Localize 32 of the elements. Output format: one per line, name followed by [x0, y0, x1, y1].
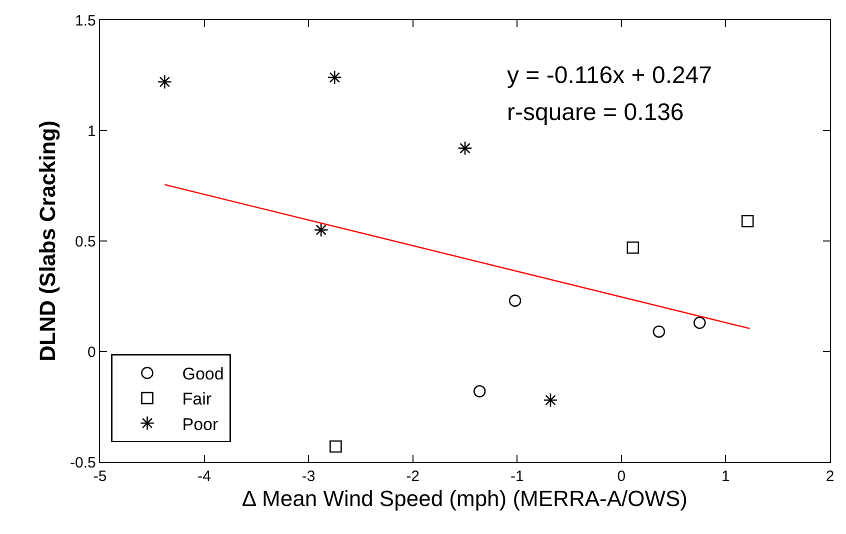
point: [652, 325, 666, 338]
point: [327, 70, 342, 85]
point: [473, 385, 486, 398]
x-tick-label: 0: [617, 468, 626, 486]
x-tick-label: -2: [406, 468, 420, 486]
point: [508, 294, 522, 307]
x-tick-label: -4: [198, 468, 211, 486]
point: [330, 440, 342, 453]
x-tick-label: -3: [302, 468, 316, 486]
point: [458, 140, 472, 156]
point: [626, 241, 640, 254]
annotation: r-square = 0.136: [507, 99, 684, 126]
x-tick-label: 1: [722, 468, 730, 486]
y-tick-label: 0.5: [74, 233, 96, 250]
legend-label: Good: [182, 364, 224, 384]
x-tick-label: -5: [93, 468, 107, 486]
y-tick-label: 1: [88, 122, 96, 140]
point: [543, 392, 558, 408]
x-tick-label: 2: [826, 468, 834, 486]
y-tick-label: -0.5: [70, 454, 96, 472]
legend-label: Fair: [182, 390, 212, 409]
point: [314, 222, 328, 238]
y-tick-label: 1.5: [74, 12, 96, 30]
point: [157, 74, 172, 90]
legend-label: Poor: [182, 414, 218, 434]
x-axis-title: ∆ Mean Wind Speed (mph) (MERRA-A/OWS): [242, 486, 688, 512]
point: [741, 214, 754, 228]
x-tick-label: -1: [510, 468, 524, 486]
point: [693, 316, 706, 329]
y-tick-label: 0: [88, 344, 96, 361]
annotation: y = -0.116x + 0.247: [507, 62, 712, 89]
y-axis-title: DLND (Slabs Cracking): [34, 120, 60, 362]
